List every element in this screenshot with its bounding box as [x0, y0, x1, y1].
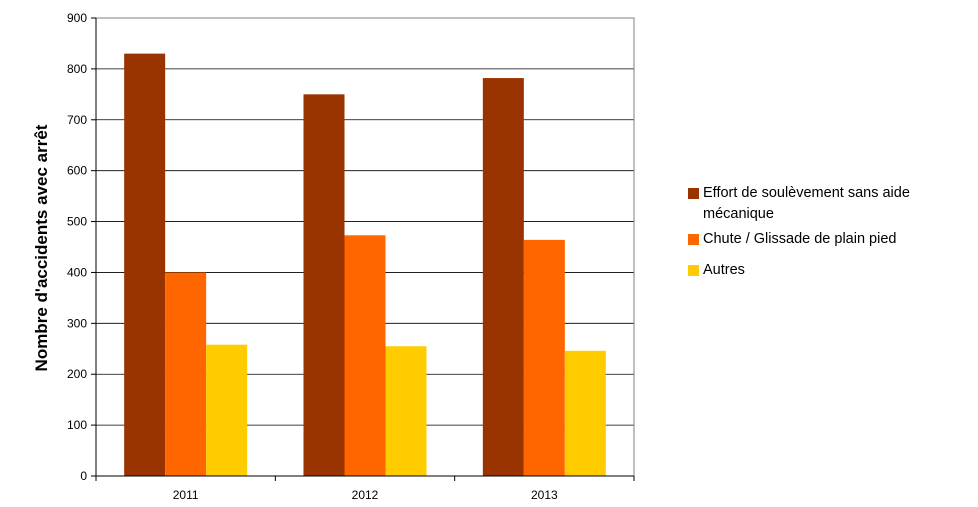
legend-item-fall: Chute / Glissade de plain pied	[688, 229, 978, 250]
y-tick-label: 300	[67, 316, 87, 330]
y-tick-label: 100	[67, 418, 87, 432]
legend-label-lifting: Effort de soulèvement sans aide mécaniqu…	[703, 185, 910, 222]
y-tick-labels: 0 100 200 300 400 500 600 700 800 900	[67, 11, 87, 483]
y-tick-label: 200	[67, 367, 87, 381]
y-tick-label: 600	[67, 164, 87, 178]
y-tick-label: 700	[67, 113, 87, 127]
x-tick-label: 2012	[352, 488, 379, 502]
bar-2011-series-3	[206, 344, 248, 476]
bars	[124, 53, 606, 476]
x-tick-label: 2011	[173, 488, 199, 502]
legend-swatch-other	[688, 265, 699, 276]
bar-2013-series-1	[482, 78, 524, 476]
bar-2013-series-2	[523, 239, 565, 476]
y-tick-label: 400	[67, 265, 87, 279]
legend-item-other: Autres	[688, 260, 978, 281]
y-tick-label: 0	[80, 469, 87, 483]
legend: Effort de soulèvement sans aide mécaniqu…	[688, 183, 978, 291]
bar-2012-series-2	[344, 235, 386, 476]
legend-label-fall: Chute / Glissade de plain pied	[703, 231, 897, 247]
x-tick-labels: 2011 2012 2013	[173, 488, 558, 502]
y-tick-label: 900	[67, 11, 87, 25]
bar-2012-series-1	[303, 94, 345, 476]
x-tick-label: 2013	[531, 488, 558, 502]
legend-label-other: Autres	[703, 262, 745, 278]
legend-swatch-lifting	[688, 188, 699, 199]
y-tick-label: 500	[67, 215, 87, 229]
y-tick-label: 800	[67, 62, 87, 76]
legend-swatch-fall	[688, 234, 699, 245]
bar-2013-series-3	[564, 350, 606, 476]
bar-2011-series-1	[124, 53, 166, 476]
axes	[91, 17, 635, 481]
bar-2012-series-3	[385, 346, 427, 476]
bar-2011-series-2	[165, 272, 207, 476]
legend-item-lifting: Effort de soulèvement sans aide mécaniqu…	[688, 183, 978, 225]
y-axis-label: Nombre d'accidents avec arrêt	[32, 124, 51, 371]
